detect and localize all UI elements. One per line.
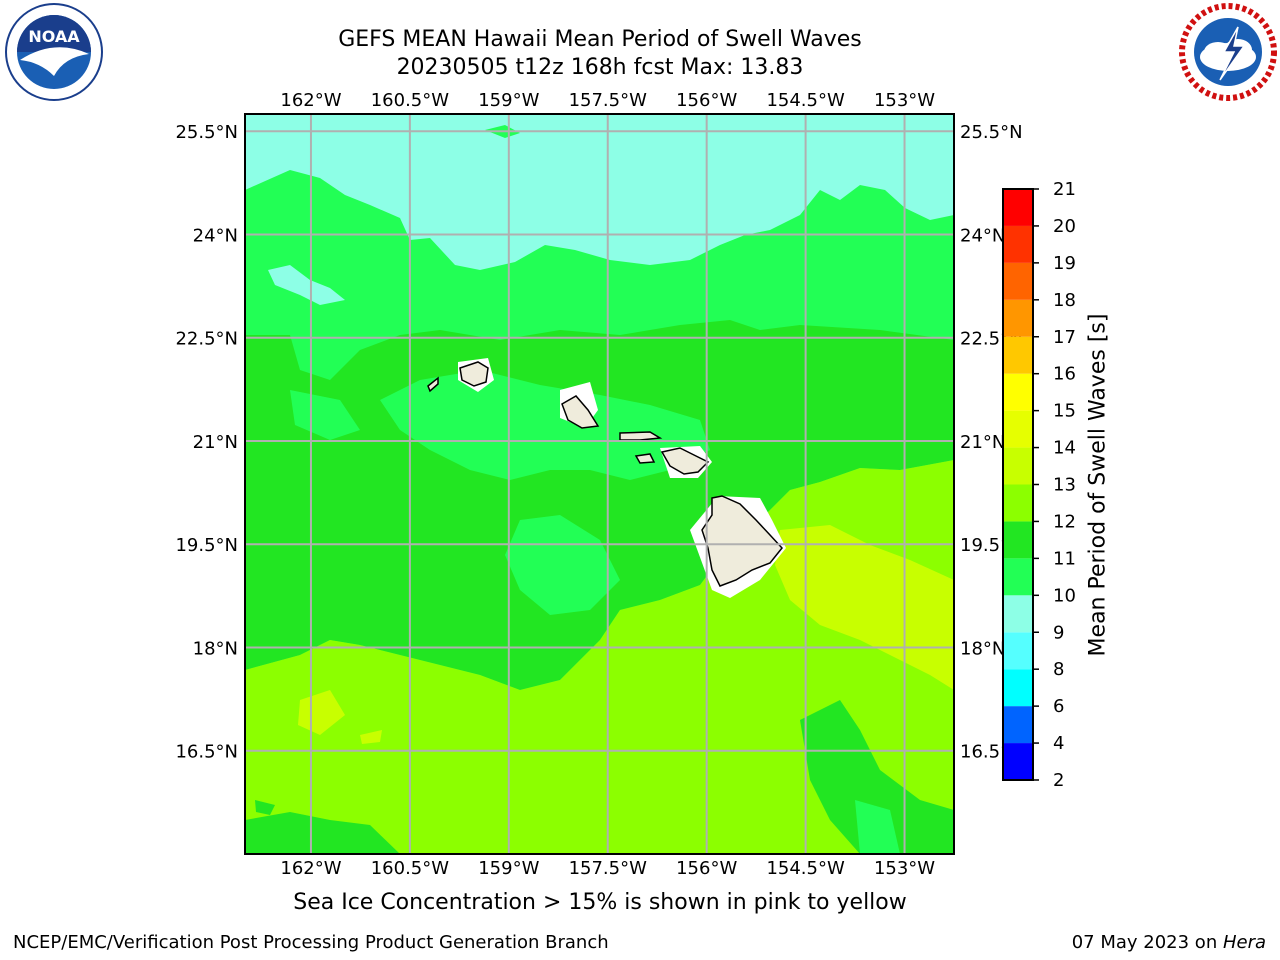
colorbar-segment xyxy=(1003,743,1033,780)
lon-tick-label-bottom: 162°W xyxy=(280,858,341,879)
colorbar-segment xyxy=(1003,299,1033,337)
footer-date: 07 May 2023 on Hera xyxy=(1072,932,1266,953)
chart-title: GEFS MEAN Hawaii Mean Period of Swell Wa… xyxy=(338,27,862,52)
ocean-patch-10-11 xyxy=(380,370,710,480)
lat-tick-label-right: 25.5°N xyxy=(960,122,1023,143)
ocean-patch-10-11 xyxy=(505,515,620,615)
map-frame xyxy=(244,113,955,855)
ocean-region-13-14 xyxy=(775,525,954,690)
gridlines xyxy=(245,114,954,854)
lat-tick-label-left: 24°N xyxy=(193,225,238,246)
colorbar-tick-label: 14 xyxy=(1053,438,1076,459)
colorbar-segment xyxy=(1003,484,1033,522)
colorbar-tick-label: 20 xyxy=(1053,216,1076,237)
colorbar-tick-label: 11 xyxy=(1053,548,1076,569)
lon-tick-label-bottom: 153°W xyxy=(874,858,935,879)
lat-tick-label-left: 16.5°N xyxy=(175,742,238,763)
footer-date-text: 07 May 2023 on xyxy=(1071,932,1223,953)
ocean-patch-9-10 xyxy=(268,265,345,305)
colorbar-segment xyxy=(1003,189,1033,226)
colorbar: 2 4 6 8 9 10 11 12 13 14 15 16 17 18 19 20 21 xyxy=(1002,179,1076,791)
island-kauai xyxy=(459,361,489,387)
colorbar-tick-label: 16 xyxy=(1053,364,1076,385)
island-maui xyxy=(660,447,710,475)
lat-tick-label-left: 25.5°N xyxy=(175,122,238,143)
colorbar-segment xyxy=(1003,225,1033,263)
colorbar-segment xyxy=(1003,706,1033,744)
colorbar-label: Mean Period of Swell Waves [s] xyxy=(1085,313,1111,657)
island-niihau xyxy=(427,376,439,393)
noaa-logo-icon: NOAA xyxy=(5,3,103,101)
colorbar-tick-label: 13 xyxy=(1053,475,1076,496)
island-hawaii xyxy=(701,495,783,587)
colorbar-tick-label: 9 xyxy=(1053,622,1064,643)
colorbar-tick-label: 21 xyxy=(1053,179,1076,200)
lat-tick-label-right: 21°N xyxy=(960,432,1005,453)
lon-tick-label-top: 159°W xyxy=(478,90,539,111)
colorbar-tick-label: 2 xyxy=(1053,770,1064,791)
island-oahu xyxy=(561,395,600,429)
lat-tick-label-right: 18°N xyxy=(960,638,1005,659)
ocean-patch-11-12 xyxy=(255,800,275,815)
colorbar-tick-label: 6 xyxy=(1053,696,1064,717)
ocean-patch-10-11 xyxy=(855,800,900,854)
colorbar-segment xyxy=(1003,521,1033,559)
lon-tick-label-bottom: 157.5°W xyxy=(569,858,648,879)
colorbar-segment xyxy=(1003,669,1033,707)
tick-labels: 162°W 162°W 160.5°W 160.5°W 159°W 159°W 157.5°… xyxy=(175,90,1022,879)
lon-tick-label-top: 153°W xyxy=(874,90,935,111)
colorbar-tick-label: 12 xyxy=(1053,511,1076,532)
island-lanai xyxy=(634,453,656,464)
colorbar-segment xyxy=(1003,262,1033,300)
lon-tick-label-bottom: 160.5°W xyxy=(371,858,450,879)
colorbar-tick-label: 10 xyxy=(1053,585,1076,606)
colorbar-tick-label: 8 xyxy=(1053,659,1064,680)
ocean-patch-13-14 xyxy=(298,690,345,735)
lat-tick-label-right: 24°N xyxy=(960,225,1005,246)
footer-source: NCEP/EMC/Verification Post Processing Pr… xyxy=(13,932,609,953)
ocean-patch-10-11 xyxy=(290,390,360,440)
lat-tick-label-left: 22.5°N xyxy=(175,329,238,350)
ocean-patch-13-14 xyxy=(360,730,382,744)
colorbar-segment xyxy=(1003,447,1033,485)
lon-tick-label-bottom: 154.5°W xyxy=(766,858,845,879)
lon-tick-label-bottom: 156°W xyxy=(676,858,737,879)
colorbar-segment xyxy=(1003,410,1033,448)
map-area xyxy=(245,114,954,854)
colorbar-segment xyxy=(1003,336,1033,374)
ocean-patch-11-12 xyxy=(800,700,954,854)
lat-tick-label-left: 19.5°N xyxy=(175,535,238,556)
footer-host: Hera xyxy=(1222,932,1266,953)
island-molokai xyxy=(619,431,663,441)
ocean-region-9-10 xyxy=(245,114,954,270)
lon-tick-label-top: 162°W xyxy=(280,90,341,111)
colorbar-tick-label: 4 xyxy=(1053,733,1064,754)
lat-tick-label-left: 21°N xyxy=(193,432,238,453)
nws-logo-icon xyxy=(1179,3,1277,101)
ocean-patch-11-12 xyxy=(245,812,400,854)
noaa-logo-text: NOAA xyxy=(28,27,80,46)
colorbar-segment xyxy=(1003,595,1033,633)
caption: Sea Ice Concentration > 15% is shown in … xyxy=(293,890,907,915)
colorbar-segment xyxy=(1003,632,1033,670)
lon-tick-label-top: 156°W xyxy=(676,90,737,111)
chart-subtitle: 20230505 t12z 168h fcst Max: 13.83 xyxy=(396,55,804,80)
lon-tick-label-bottom: 159°W xyxy=(478,858,539,879)
lon-tick-label-top: 157.5°W xyxy=(569,90,648,111)
colorbar-segment xyxy=(1003,558,1033,596)
lon-tick-label-top: 154.5°W xyxy=(766,90,845,111)
colorbar-tick-label: 15 xyxy=(1053,401,1076,422)
colorbar-tick-label: 18 xyxy=(1053,290,1076,311)
colorbar-tick-label: 19 xyxy=(1053,253,1076,274)
colorbar-tick-label: 17 xyxy=(1053,327,1076,348)
colorbar-segment xyxy=(1003,373,1033,411)
lon-tick-label-top: 160.5°W xyxy=(371,90,450,111)
lat-tick-label-left: 18°N xyxy=(193,638,238,659)
